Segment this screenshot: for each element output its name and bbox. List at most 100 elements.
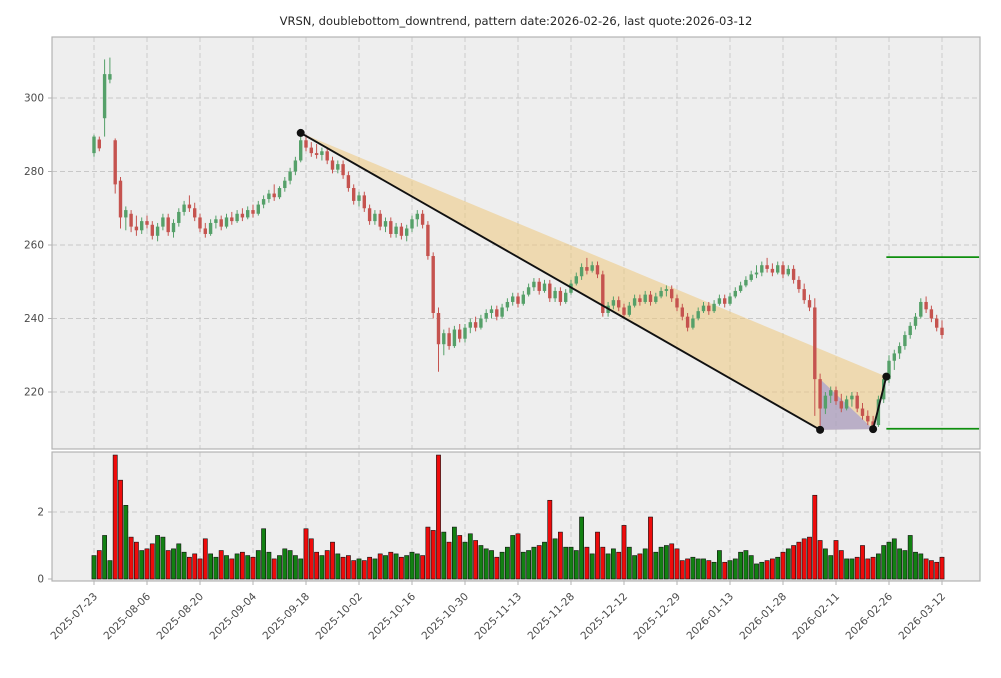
- candlestick: [617, 300, 621, 308]
- candlestick: [685, 316, 690, 328]
- volume-bar: [224, 555, 229, 580]
- volume-bar: [277, 555, 282, 580]
- candlestick: [293, 160, 298, 172]
- volume-bar: [351, 560, 357, 580]
- volume-bar: [875, 553, 881, 580]
- volume-bar: [483, 548, 489, 580]
- candlestick: [256, 204, 260, 214]
- candlestick: [866, 415, 870, 422]
- volume-bar: [425, 526, 431, 580]
- volume-bar: [356, 558, 362, 580]
- volume-bar: [107, 560, 113, 580]
- downtrend-channel-fill: [300, 132, 887, 430]
- candlestick: [426, 224, 430, 257]
- volume-bar: [467, 533, 473, 580]
- price-tick-label: 260: [24, 240, 44, 252]
- volume-bar: [913, 551, 918, 580]
- candlestick: [452, 329, 457, 347]
- volume-bar: [271, 558, 277, 580]
- candlestick: [516, 296, 520, 304]
- date-tick-label: 2025-12-12: [578, 591, 630, 643]
- volume-panel-border: [51, 451, 981, 582]
- volume-bar: [764, 560, 770, 580]
- volume-bar: [250, 556, 256, 580]
- candlestick: [733, 290, 737, 297]
- date-tick-label: 2026-03-12: [896, 591, 948, 643]
- candlestick: [765, 265, 769, 269]
- volume-bar: [642, 548, 648, 580]
- volume-bar: [91, 555, 97, 580]
- volume-bar: [886, 541, 892, 580]
- volume-bar: [526, 550, 531, 580]
- volume-bar: [345, 555, 351, 580]
- volume-bar: [690, 556, 696, 580]
- volume-bar: [547, 499, 553, 580]
- candlestick: [468, 322, 472, 328]
- price-tick-label: 220: [24, 387, 44, 399]
- candlestick: [288, 171, 292, 181]
- candlestick: [166, 217, 170, 233]
- volume-bar: [165, 550, 171, 580]
- candlestick: [675, 298, 679, 308]
- candlestick: [707, 305, 711, 312]
- volume-bar: [298, 558, 304, 580]
- candlestick: [903, 335, 907, 347]
- volume-bar: [610, 548, 616, 580]
- volume-bar: [149, 543, 155, 580]
- candlestick: [813, 307, 817, 380]
- candlestick: [325, 151, 329, 161]
- volume-bar: [372, 558, 378, 580]
- candlestick: [431, 256, 435, 313]
- volume-bar: [494, 556, 500, 580]
- volume-bar: [648, 516, 653, 580]
- volume-bar: [255, 550, 261, 580]
- volume-bar: [870, 556, 876, 580]
- candlestick: [505, 301, 510, 308]
- candlestick: [171, 222, 176, 233]
- candlestick: [601, 274, 605, 313]
- volume-bar: [123, 504, 129, 580]
- volume-bar: [266, 551, 272, 580]
- candlestick: [129, 213, 133, 227]
- volume-bar: [446, 541, 452, 580]
- second-bottom-dot: [869, 425, 878, 434]
- candlestick: [277, 188, 282, 198]
- candlestick: [182, 204, 186, 212]
- candlestick: [839, 401, 843, 409]
- candlestick: [436, 312, 441, 345]
- candlestick: [102, 74, 107, 119]
- candlestick: [717, 298, 722, 304]
- candlestick: [500, 307, 504, 317]
- volume-bar: [552, 538, 558, 580]
- volume-bar: [865, 558, 871, 580]
- candlestick: [537, 281, 541, 291]
- volume-bar: [398, 556, 404, 580]
- volume-bar: [335, 553, 341, 580]
- candlestick: [473, 322, 478, 328]
- candlestick: [124, 210, 128, 218]
- volume-bar: [102, 535, 107, 580]
- volume-bar: [234, 553, 240, 580]
- breakout-dot: [882, 372, 891, 381]
- volume-bar: [854, 556, 860, 580]
- volume-bar: [176, 543, 182, 580]
- volume-bar: [902, 550, 908, 580]
- volume-bar: [393, 553, 399, 580]
- candlestick: [187, 204, 192, 209]
- volume-bar: [838, 550, 844, 580]
- volume-bar: [828, 555, 834, 580]
- candlestick: [299, 140, 303, 161]
- candlestick: [113, 140, 117, 185]
- volume-bar: [515, 533, 521, 580]
- volume-bar: [218, 550, 224, 580]
- candlestick: [924, 301, 928, 310]
- volume-bar: [584, 546, 590, 580]
- candlestick: [760, 265, 764, 273]
- candlestick: [818, 379, 822, 409]
- price-tick-label: 280: [24, 166, 44, 178]
- volume-bar: [171, 548, 176, 580]
- price-tick-label: 240: [24, 313, 44, 325]
- candlestick: [108, 74, 112, 80]
- candlestick: [564, 292, 568, 302]
- candlestick: [399, 226, 404, 236]
